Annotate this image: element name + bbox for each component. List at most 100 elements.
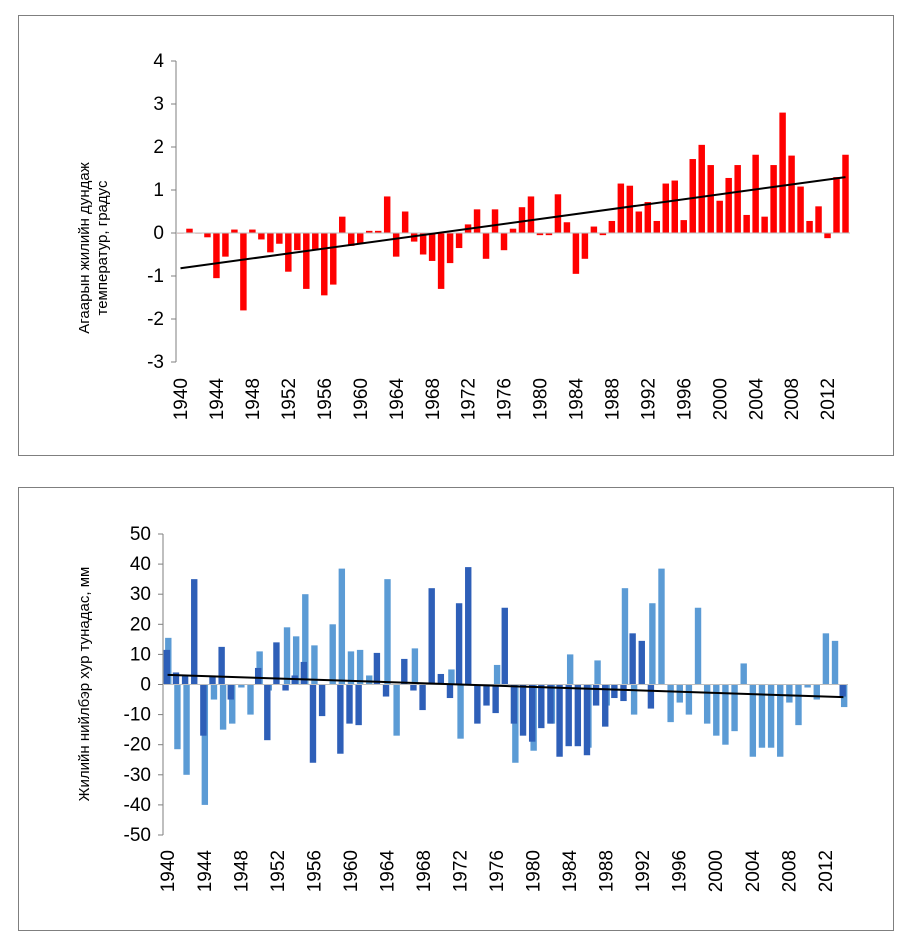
x-tick-label: 2008: [779, 850, 800, 892]
y-axis-label-line: Агаарын жилийн дундаж: [76, 162, 93, 333]
x-tick-label: 2000: [710, 378, 731, 420]
y-tick-label: 40: [130, 554, 151, 575]
bar: [183, 684, 190, 775]
bar: [592, 684, 600, 706]
x-tick-label: 1948: [243, 378, 264, 420]
x-tick-label: 1988: [597, 850, 618, 892]
bar: [276, 233, 283, 244]
bar: [565, 684, 572, 747]
bar: [172, 672, 180, 685]
bar: [716, 200, 723, 233]
bar: [545, 233, 553, 236]
x-tick-label: 2004: [746, 378, 767, 421]
x-tick-label: 2008: [782, 378, 803, 420]
bar: [482, 233, 490, 259]
precipitation-chart: Жилийн нийлбэр хур тунадас, мм -50 -40 -30…: [76, 524, 848, 893]
bar: [455, 233, 463, 249]
x-tick-label: 1960: [341, 850, 362, 892]
x-tick-label: 1984: [567, 378, 588, 421]
bar: [347, 651, 355, 685]
y-tick-label: 50: [130, 524, 151, 545]
y-tick-label: -40: [124, 795, 151, 816]
bar: [267, 233, 274, 253]
x-tick-label: 1940: [171, 378, 192, 420]
bar: [312, 233, 319, 251]
x-tick-label: 1956: [304, 850, 325, 892]
bar: [795, 684, 802, 726]
x-tick-label: 2004: [743, 850, 764, 893]
y-tick-label: -10: [124, 705, 151, 726]
x-tick-label: 1956: [315, 378, 336, 420]
y-axis-ticks: -50 -40 -30 -20 -10 0 10 20 30 40 50: [124, 524, 163, 846]
bar: [337, 684, 344, 754]
y-tick-label: -3: [147, 352, 164, 373]
bar: [833, 177, 840, 233]
bar: [566, 654, 574, 685]
bar: [749, 684, 757, 757]
x-tick-label: 1944: [207, 378, 228, 421]
bar: [410, 233, 418, 242]
bar: [599, 233, 607, 236]
bar: [725, 177, 732, 233]
bar: [200, 684, 207, 736]
bar: [457, 684, 464, 739]
bar: [247, 684, 254, 715]
bar: [238, 684, 245, 688]
bar: [547, 684, 554, 724]
x-tick-label: 1944: [195, 850, 216, 893]
bar: [649, 603, 656, 685]
bar: [384, 579, 391, 685]
trend-line: [167, 673, 844, 699]
bar: [294, 233, 301, 251]
bar: [694, 607, 702, 685]
bar: [356, 233, 364, 244]
bar: [201, 684, 209, 805]
bar: [734, 165, 741, 233]
bar-series: [163, 567, 848, 805]
bar: [302, 594, 309, 685]
bar: [779, 112, 786, 233]
bar: [437, 673, 445, 685]
bar: [410, 684, 417, 691]
y-axis-label-line: температур, градус: [94, 180, 111, 315]
bar: [437, 233, 445, 289]
y-tick-label: -30: [124, 765, 151, 786]
bar: [703, 684, 711, 724]
x-tick-label: 1992: [638, 378, 659, 420]
bar: [667, 684, 674, 723]
y-tick-label: 0: [140, 675, 151, 696]
bar: [767, 684, 775, 748]
bar: [329, 624, 336, 685]
bar: [382, 684, 390, 697]
x-tick-label: 1980: [531, 378, 552, 420]
bar: [473, 209, 481, 233]
bar-series: [177, 112, 849, 311]
bar: [318, 684, 326, 717]
bar: [186, 228, 193, 233]
x-axis-ticks: 1940 1944 1948 1952 1956 1960 1964 1968 1972 1976…: [158, 850, 837, 893]
bar: [346, 684, 353, 724]
bar: [815, 206, 822, 233]
bar: [630, 684, 638, 715]
bar: [777, 684, 784, 757]
bar: [680, 220, 687, 233]
bar: [483, 684, 490, 706]
bar: [448, 669, 455, 685]
x-tick-label: 1968: [414, 850, 435, 892]
y-axis-label: Агаарын жилийн дундаж температур, градус: [76, 162, 111, 333]
x-tick-label: 1952: [279, 378, 300, 420]
bar: [824, 233, 831, 239]
bar: [218, 646, 225, 685]
bar: [355, 684, 362, 726]
bar: [392, 233, 400, 257]
x-tick-label: 2012: [818, 378, 839, 420]
y-tick-label: -1: [147, 266, 164, 287]
bar: [519, 684, 527, 736]
bar: [563, 222, 571, 233]
precipitation-chart-panel: Жилийн нийлбэр хур тунадас, мм -50 -40 -30…: [18, 487, 894, 931]
bar: [428, 233, 436, 261]
x-tick-label: 1992: [633, 850, 654, 892]
bar: [428, 588, 435, 685]
bar: [831, 640, 839, 685]
bar: [240, 233, 247, 311]
